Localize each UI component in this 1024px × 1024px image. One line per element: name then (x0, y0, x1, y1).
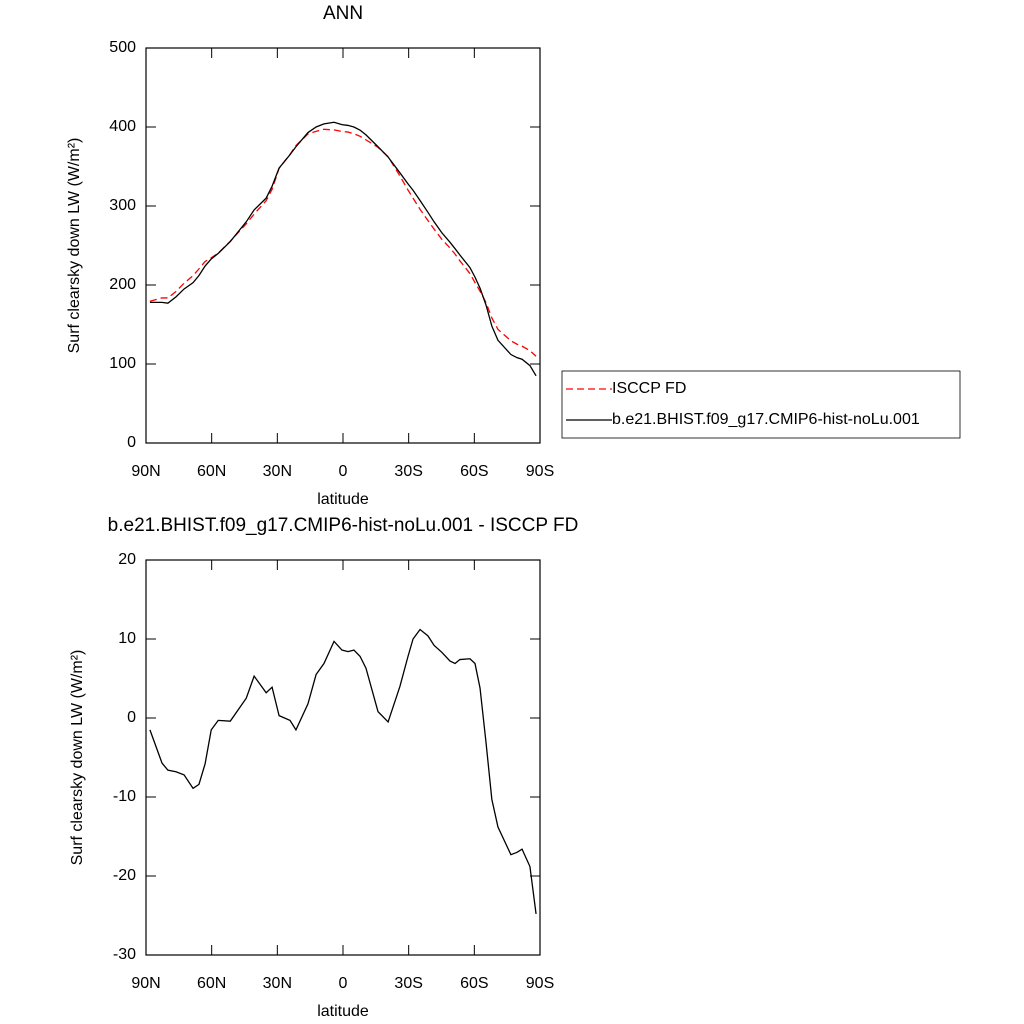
legend-box (561, 370, 961, 439)
chart: ANN latitude Surf clearsky down LW (W/m²) 0… (66, 3, 961, 508)
y-axis-label: Surf clearsky down LW (W/m²) (69, 650, 86, 866)
y-tick-label: 500 (109, 39, 136, 56)
plot-frame (145, 47, 541, 444)
y-tick-label: 0 (127, 709, 136, 726)
data-line (149, 121, 537, 377)
y-tick-label: 0 (127, 434, 136, 451)
x-tick-label: 0 (339, 463, 348, 480)
y-tick-label: 300 (109, 197, 136, 214)
legend-label: b.e21.BHIST.f09_g17.CMIP6-hist-noLu.001 (612, 411, 920, 428)
x-axis-label: latitude (317, 491, 369, 508)
chart-title: b.e21.BHIST.f09_g17.CMIP6-hist-noLu.001 … (108, 515, 579, 536)
y-tick-label: 100 (109, 355, 136, 372)
x-tick-label: 90S (526, 975, 554, 992)
x-tick-label: 60S (460, 463, 488, 480)
x-tick-label: 30N (263, 463, 292, 480)
data-line (149, 628, 537, 915)
x-tick-label: 0 (339, 975, 348, 992)
x-tick-label: 90N (131, 463, 160, 480)
x-tick-label: 90N (131, 975, 160, 992)
chart-title: ANN (323, 3, 363, 24)
x-tick-label: 90S (526, 463, 554, 480)
x-tick-label: 30S (394, 975, 422, 992)
y-tick-label: -10 (113, 788, 136, 805)
x-tick-label: 60N (197, 975, 226, 992)
chart: b.e21.BHIST.f09_g17.CMIP6-hist-noLu.001 … (69, 515, 578, 1020)
plot-frame (145, 559, 541, 956)
y-tick-label: -30 (113, 946, 136, 963)
legend: ISCCP FD b.e21.BHIST.f09_g17.CMIP6-hist-n… (561, 370, 961, 439)
x-tick-label: 60S (460, 975, 488, 992)
y-tick-label: 10 (118, 630, 136, 647)
y-tick-label: 200 (109, 276, 136, 293)
y-axis-label: Surf clearsky down LW (W/m²) (66, 138, 83, 354)
x-tick-label: 30S (394, 463, 422, 480)
y-tick-label: 400 (109, 118, 136, 135)
y-tick-label: -20 (113, 867, 136, 884)
legend-label: ISCCP FD (612, 380, 686, 397)
x-tick-label: 60N (197, 463, 226, 480)
y-tick-label: 20 (118, 551, 136, 568)
x-tick-label: 30N (263, 975, 292, 992)
data-line (149, 128, 537, 357)
x-axis-label: latitude (317, 1003, 369, 1020)
